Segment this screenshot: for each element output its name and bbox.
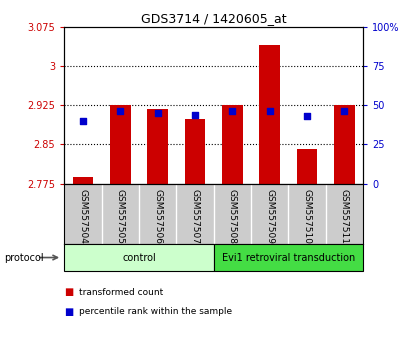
Text: GSM557509: GSM557509 (265, 189, 274, 244)
Text: percentile rank within the sample: percentile rank within the sample (79, 307, 232, 316)
Bar (334, 105, 355, 184)
Text: control: control (122, 252, 156, 263)
Text: GSM557507: GSM557507 (190, 189, 200, 244)
Bar (297, 149, 317, 184)
Point (341, 109, 348, 114)
Text: GSM557508: GSM557508 (228, 189, 237, 244)
Text: protocol: protocol (4, 252, 44, 263)
Text: transformed count: transformed count (79, 287, 163, 297)
Text: GSM557505: GSM557505 (116, 189, 125, 244)
Text: GSM557506: GSM557506 (153, 189, 162, 244)
Text: GSM557504: GSM557504 (78, 189, 88, 244)
Point (192, 112, 198, 118)
Title: GDS3714 / 1420605_at: GDS3714 / 1420605_at (141, 12, 286, 25)
Bar (185, 119, 205, 184)
Point (304, 113, 310, 119)
Bar (259, 45, 280, 184)
Bar (73, 177, 93, 184)
Point (80, 118, 86, 124)
Bar (110, 105, 131, 184)
Bar (222, 105, 243, 184)
Text: ■: ■ (64, 307, 73, 316)
Bar (147, 109, 168, 184)
Point (117, 109, 124, 114)
Text: ■: ■ (64, 287, 73, 297)
Point (266, 109, 273, 114)
Text: Evi1 retroviral transduction: Evi1 retroviral transduction (222, 252, 355, 263)
Point (154, 110, 161, 116)
Text: GSM557511: GSM557511 (340, 189, 349, 244)
Point (229, 109, 236, 114)
Text: GSM557510: GSM557510 (303, 189, 312, 244)
